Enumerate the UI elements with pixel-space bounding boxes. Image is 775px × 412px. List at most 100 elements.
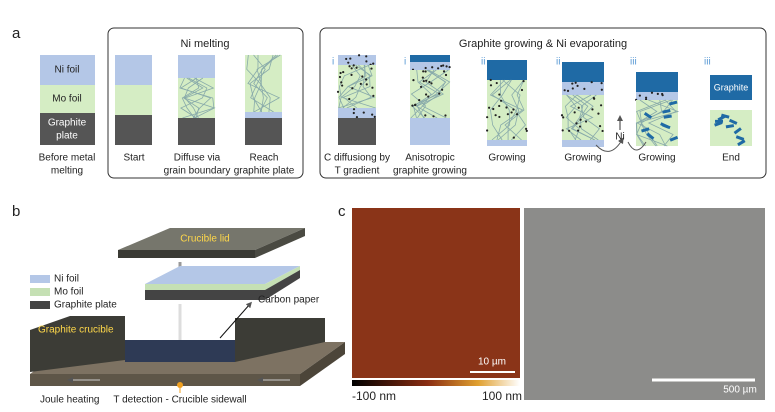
- carbon-dot: [486, 129, 489, 132]
- grain-boundary: [410, 69, 432, 119]
- carbon-dot: [345, 57, 348, 61]
- carbon-dot: [498, 93, 501, 96]
- carbon-dot: [492, 107, 495, 111]
- ni-layer: [145, 266, 300, 284]
- layer: [115, 85, 152, 115]
- layer: [410, 70, 450, 118]
- carbon-dot: [600, 88, 603, 91]
- legend-label: Graphite plate: [54, 300, 117, 311]
- carbon-dot: [512, 136, 515, 139]
- carbon-dot: [563, 89, 566, 92]
- graphite-flake: [646, 132, 655, 140]
- colorbar-label: -100 nm: [352, 389, 396, 403]
- panel-label: b: [12, 203, 20, 220]
- carbon-dot: [575, 122, 578, 125]
- carbon-dot: [560, 114, 564, 117]
- graphite-flake: [715, 119, 724, 123]
- crucible-front: [30, 374, 300, 386]
- carbon-dot: [440, 64, 443, 68]
- caption: Start: [123, 153, 144, 164]
- carbon-dot: [348, 97, 351, 101]
- carbon-dot: [591, 108, 594, 111]
- heating-label: Joule heating: [40, 395, 100, 406]
- stage-numeral: i: [332, 57, 334, 68]
- lid-label: Crucible lid: [180, 234, 229, 245]
- graphite-flake: [663, 114, 672, 119]
- stage-numeral: iii: [630, 57, 637, 68]
- carbon-dot: [359, 82, 362, 86]
- carbon-dot: [430, 82, 433, 85]
- layer: [562, 82, 604, 95]
- panel-label: a: [12, 25, 21, 42]
- caption: End: [722, 153, 740, 164]
- carbon-dot: [510, 111, 513, 114]
- grain-boundary: [504, 79, 525, 141]
- graphite-label: Graphite: [714, 82, 749, 92]
- ni-label: Ni: [615, 132, 624, 143]
- carbon-dot: [438, 92, 441, 95]
- carbon-dot: [342, 70, 345, 74]
- carbon-dot: [347, 61, 350, 64]
- caption: Growing: [488, 153, 525, 164]
- caption: Diffuse via: [174, 153, 221, 164]
- mo-layer: [145, 266, 300, 290]
- carbon-dot: [372, 62, 375, 65]
- grain-boundary: [489, 79, 524, 141]
- stages: i C diffusiong by T gradient i Anisotropic gr…: [324, 54, 752, 177]
- carbon-dot: [445, 65, 448, 68]
- carbon-dot: [505, 106, 508, 109]
- carbon-dot: [489, 78, 492, 82]
- layer: [178, 118, 215, 145]
- layer: [338, 118, 376, 145]
- grain-boundary: [636, 99, 667, 147]
- layer: [710, 110, 752, 146]
- grain-boundary: [340, 64, 376, 109]
- layer: [115, 115, 152, 145]
- carbon-dot: [577, 129, 580, 132]
- crucible-side: [300, 342, 345, 386]
- stage-numeral: i: [404, 57, 406, 68]
- scale-label: 500 µm: [723, 385, 757, 396]
- carbon-dot: [424, 114, 427, 117]
- box-title: Graphite growing & Ni evaporating: [459, 38, 627, 50]
- graphite-flake: [669, 135, 679, 142]
- carbon-dot: [364, 78, 368, 81]
- graphite-flake: [728, 118, 738, 125]
- grain-boundary: [342, 64, 371, 109]
- carbon-dot: [422, 80, 425, 83]
- layer: [178, 55, 215, 78]
- layer: [115, 55, 152, 85]
- carbon-dot: [371, 86, 374, 89]
- sem-image: [524, 208, 765, 400]
- carbon-dot: [437, 67, 440, 70]
- legend-swatch: [30, 275, 50, 283]
- carbon-dot: [351, 87, 354, 90]
- carbon-dot: [425, 79, 428, 82]
- box: [107, 27, 304, 179]
- arrow: [595, 137, 624, 152]
- grain-boundary: [183, 77, 216, 119]
- carbon-dot: [578, 125, 582, 128]
- grain-boundary: [179, 77, 215, 119]
- legend-label: Ni foil: [54, 274, 79, 285]
- carbon-dot: [355, 66, 358, 69]
- caption: T gradient: [335, 166, 380, 177]
- caption: Growing: [564, 153, 601, 164]
- carbon-dot: [352, 64, 355, 67]
- carbon-dot: [577, 106, 580, 109]
- grain-boundary: [580, 94, 600, 141]
- carbon-dot: [355, 115, 359, 119]
- arrow: [627, 141, 647, 151]
- graphite-flake: [641, 127, 650, 133]
- carbon-dot: [574, 81, 577, 84]
- carbon-dot: [372, 94, 375, 97]
- layer: [245, 55, 282, 112]
- carbon-dot: [365, 55, 368, 58]
- carbon-dot: [350, 73, 353, 77]
- carbon-dot: [352, 108, 356, 111]
- carbon-dot: [584, 120, 588, 123]
- carbon-dot: [568, 129, 571, 132]
- layer: [487, 140, 527, 146]
- carbon-dot: [411, 104, 414, 107]
